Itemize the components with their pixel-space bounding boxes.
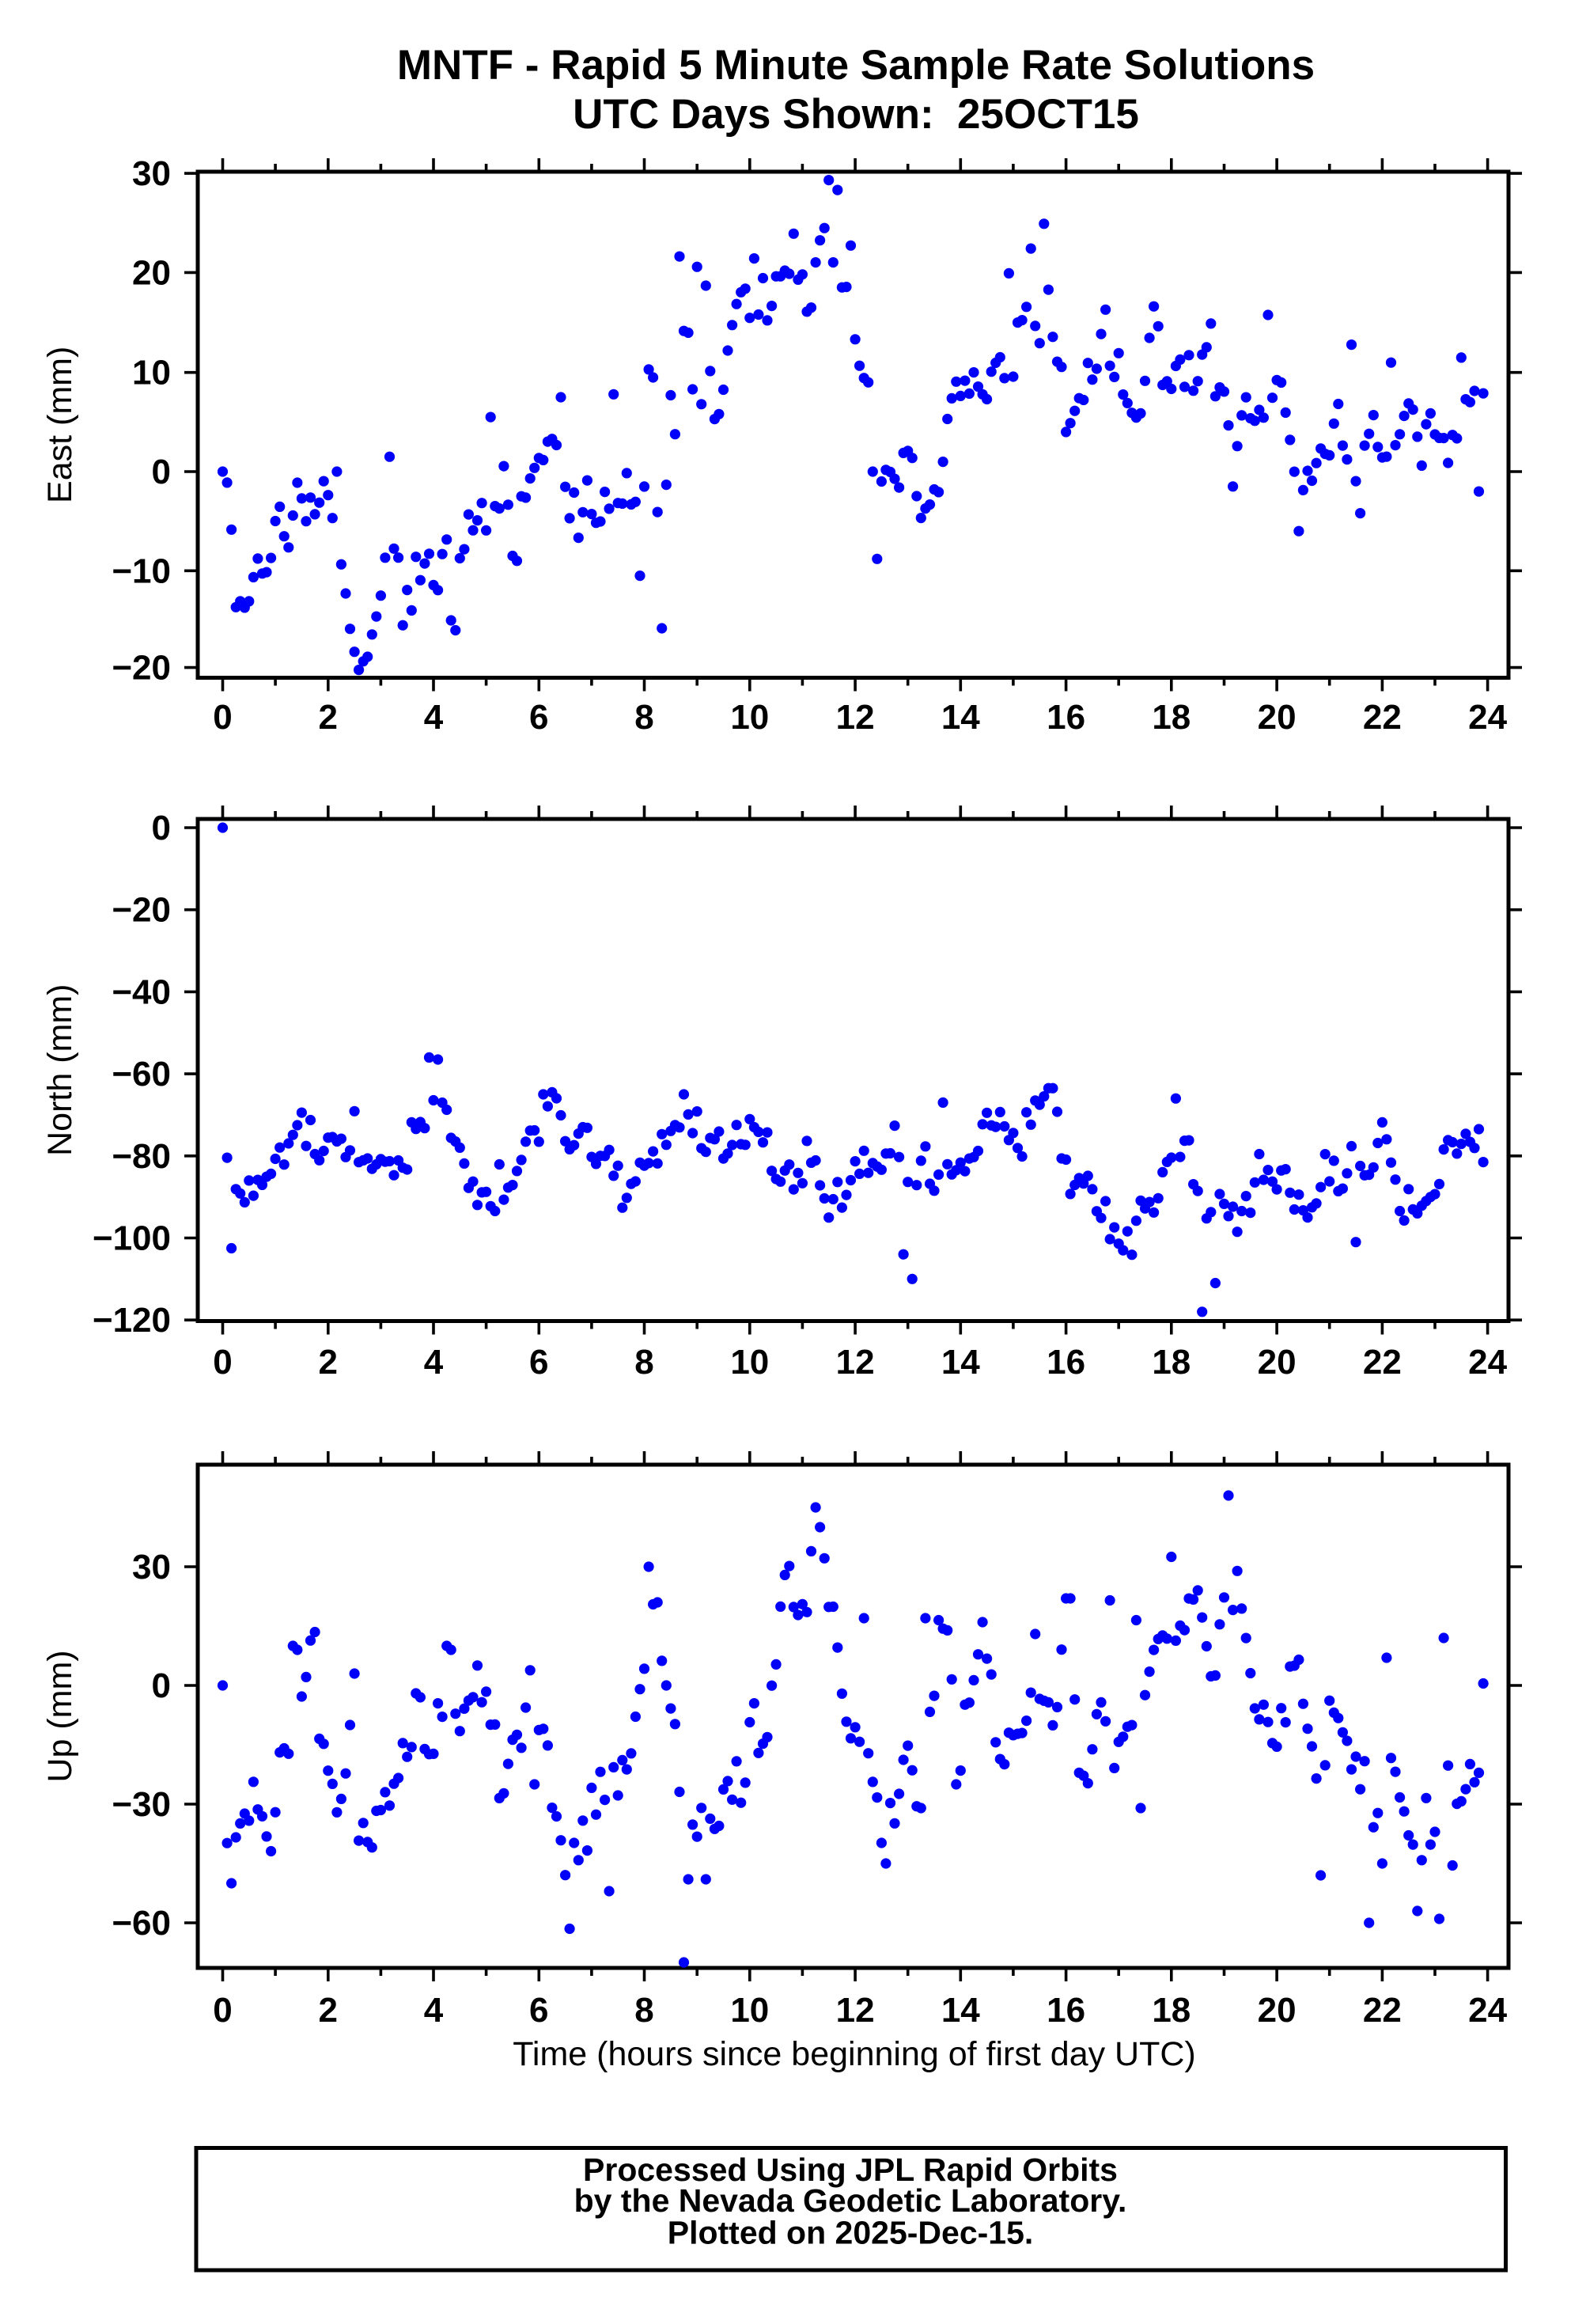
svg-text:16: 16 <box>1047 1991 1085 2030</box>
svg-text:0: 0 <box>213 1343 232 1382</box>
svg-text:2: 2 <box>319 1991 338 2030</box>
svg-text:22: 22 <box>1363 698 1402 737</box>
svg-text:16: 16 <box>1047 698 1085 737</box>
svg-text:20: 20 <box>1258 1343 1297 1382</box>
svg-text:6: 6 <box>529 1343 548 1382</box>
svg-text:10: 10 <box>132 354 171 392</box>
svg-text:0: 0 <box>152 809 171 847</box>
svg-text:−20: −20 <box>112 649 171 688</box>
svg-text:−20: −20 <box>112 891 171 930</box>
svg-text:Processed Using JPL Rapid Orbi: Processed Using JPL Rapid Orbits <box>583 2152 1118 2188</box>
svg-text:6: 6 <box>529 1991 548 2030</box>
svg-text:−30: −30 <box>112 1785 171 1824</box>
svg-text:22: 22 <box>1363 1991 1402 2030</box>
svg-text:2: 2 <box>319 698 338 737</box>
svg-text:16: 16 <box>1047 1343 1085 1382</box>
svg-text:8: 8 <box>634 698 653 737</box>
svg-text:4: 4 <box>424 698 444 737</box>
svg-text:10: 10 <box>730 1343 769 1382</box>
svg-text:20: 20 <box>1258 1991 1297 2030</box>
svg-text:East (mm): East (mm) <box>41 347 79 503</box>
svg-text:14: 14 <box>941 1343 980 1382</box>
svg-text:North (mm): North (mm) <box>41 984 79 1156</box>
svg-text:18: 18 <box>1152 1343 1191 1382</box>
svg-text:4: 4 <box>424 1343 444 1382</box>
svg-text:MNTF - Rapid 5 Minute Sample R: MNTF - Rapid 5 Minute Sample Rate Soluti… <box>397 42 1315 89</box>
svg-text:−100: −100 <box>93 1219 171 1258</box>
svg-text:12: 12 <box>836 698 875 737</box>
svg-text:10: 10 <box>730 698 769 737</box>
svg-text:30: 30 <box>132 154 171 193</box>
svg-text:24: 24 <box>1468 1343 1507 1382</box>
svg-text:−120: −120 <box>93 1301 171 1340</box>
svg-text:Time (hours since beginning of: Time (hours since beginning of first day… <box>513 2035 1196 2073</box>
svg-text:−40: −40 <box>112 972 171 1011</box>
svg-text:24: 24 <box>1468 1991 1507 2030</box>
svg-text:Up (mm): Up (mm) <box>41 1650 79 1782</box>
svg-text:12: 12 <box>836 1343 875 1382</box>
svg-text:6: 6 <box>529 698 548 737</box>
svg-text:2: 2 <box>319 1343 338 1382</box>
svg-text:0: 0 <box>213 698 232 737</box>
svg-text:14: 14 <box>941 698 980 737</box>
svg-text:14: 14 <box>941 1991 980 2030</box>
svg-text:24: 24 <box>1468 698 1507 737</box>
svg-text:4: 4 <box>424 1991 444 2030</box>
svg-text:UTC Days Shown: 25OCT15: UTC Days Shown: 25OCT15 <box>573 91 1139 138</box>
svg-text:20: 20 <box>132 253 171 292</box>
svg-text:Plotted on 2025-Dec-15.: Plotted on 2025-Dec-15. <box>668 2215 1034 2251</box>
svg-text:12: 12 <box>836 1991 875 2030</box>
svg-text:−80: −80 <box>112 1137 171 1176</box>
svg-text:0: 0 <box>213 1991 232 2030</box>
svg-text:−60: −60 <box>112 1055 171 1094</box>
svg-text:8: 8 <box>634 1343 653 1382</box>
svg-text:0: 0 <box>152 1666 171 1705</box>
svg-text:22: 22 <box>1363 1343 1402 1382</box>
svg-text:30: 30 <box>132 1548 171 1587</box>
svg-text:10: 10 <box>730 1991 769 2030</box>
svg-text:by the Nevada Geodetic Laborat: by the Nevada Geodetic Laboratory. <box>574 2182 1127 2219</box>
svg-text:0: 0 <box>152 453 171 491</box>
svg-text:8: 8 <box>634 1991 653 2030</box>
svg-text:20: 20 <box>1258 698 1297 737</box>
svg-text:18: 18 <box>1152 698 1191 737</box>
svg-text:18: 18 <box>1152 1991 1191 2030</box>
svg-text:−60: −60 <box>112 1904 171 1943</box>
svg-text:−10: −10 <box>112 552 171 590</box>
